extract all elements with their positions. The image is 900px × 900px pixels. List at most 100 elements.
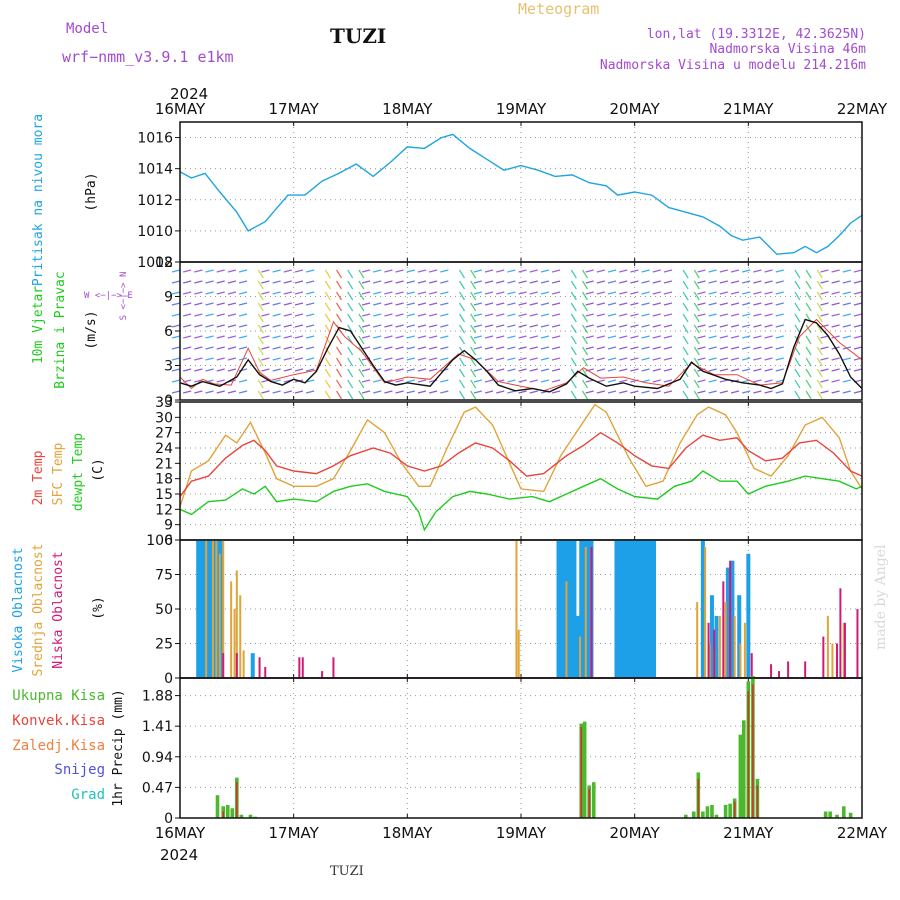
wind-arrow [194,291,203,295]
wind-arrow [171,368,181,372]
wind-arrow [663,291,673,295]
wind-arrow [764,302,773,306]
wind-arrow [529,302,538,306]
wind-arrow [395,368,404,372]
wind-arrow [306,390,315,394]
wind-arrow [417,390,427,394]
wind-arrow [406,346,415,350]
wind-arrow [682,291,689,301]
wind-arrow [216,280,225,284]
wind-arrow [529,390,538,394]
wind-arrow [373,302,382,306]
wind-arrow [458,335,466,345]
wind-arrow [775,302,784,306]
wind-arrow [753,390,762,394]
cloud-bar-high [561,540,566,678]
wind-arrow [384,357,393,361]
wind-arrow [429,335,438,339]
wind-arrow [484,302,494,306]
wind-arrow [384,368,393,372]
wind-arrow [361,280,371,284]
meteogram-label: Meteogram [518,0,599,18]
wind-arrow [853,390,863,394]
wind-arrow [581,379,589,389]
pressure-ytick-label-2: 1012 [137,193,173,209]
wind-arrow [764,280,773,284]
cloud-bar-low [856,609,859,678]
wind-arrow [507,269,516,273]
wind-ytick-label-3: 9 [164,290,173,306]
wind-arrow [440,346,449,350]
wind-arrow [470,346,477,356]
wind-arrow [470,335,477,345]
wind-arrow [361,346,371,350]
wind-arrow [805,357,812,367]
wind-arrow [361,302,371,306]
wind-arrow [540,368,550,372]
wind-arrow [619,324,628,328]
cloud-bar-high [700,540,705,678]
cloud-bar-mid [708,643,711,678]
wind-arrow [529,269,538,273]
wind-arrow [697,390,706,394]
wind-arrow [775,313,784,317]
wind-arrow [373,368,382,372]
wind-arrow [171,357,181,361]
wind-arrow [336,357,343,367]
wind-arrow [473,368,483,372]
wind-arrow [641,291,650,295]
wind-arrow [358,390,365,400]
wind-arrow [470,302,477,312]
wind-arrow [361,313,371,317]
wind-arrow [358,357,365,367]
wind-arrow [205,269,214,273]
model-elevation-label: Nadmorska Visina u modelu 214.216m [600,58,866,73]
wind-ytick-label-2: 6 [164,324,173,340]
wind-arrow [484,313,494,317]
wind-arrow [742,357,751,361]
wind-arrow [227,280,237,284]
wind-arrow [842,313,851,317]
wind-arrow [194,313,203,317]
wind-arrow [764,368,773,372]
wind-arrow [842,335,851,339]
wind-arrow [406,269,415,273]
wind-arrow [261,368,270,372]
top-day-label: 19MAY [496,100,547,118]
wind-arrow [805,335,812,345]
wind-arrow [458,280,466,290]
wind-ytick-label-4: 12 [155,255,173,271]
wind-arrow [395,379,404,383]
bottom-day-label: 18MAY [382,824,433,842]
wind-arrow [283,368,292,372]
precip-bar-total [215,795,220,818]
wind-arrow [652,280,661,284]
wind-arrow [417,269,427,273]
wind-arrow [384,335,393,339]
wind-arrow [764,291,773,295]
wind-arrow [570,280,577,290]
wind-arrow [358,313,365,323]
wind-arrow [395,302,404,306]
wind-arrow [719,379,728,383]
wind-arrow [831,357,840,361]
wind-arrow [261,302,270,306]
wind-arrow [697,357,706,361]
precip-bar-total [738,734,743,818]
wind-arrow [336,335,343,345]
bottom-year: 2024 [160,846,198,864]
temperature-ytick-label-5: 21 [155,456,173,472]
wind-arrow [708,302,717,306]
wind-arrow [775,280,784,284]
wind-arrow [596,313,605,317]
cloud-bar-high [638,540,643,678]
wind-arrow [820,357,829,361]
wind-arrow [652,335,661,339]
wind-arrow [607,291,617,295]
wind-arrow [358,335,365,345]
wind-arrow [373,390,382,394]
wind-arrow [619,280,628,284]
wind-arrow [794,269,801,279]
wind-arrow [529,379,538,383]
precip-ytick-label-3: 1.41 [142,719,173,735]
